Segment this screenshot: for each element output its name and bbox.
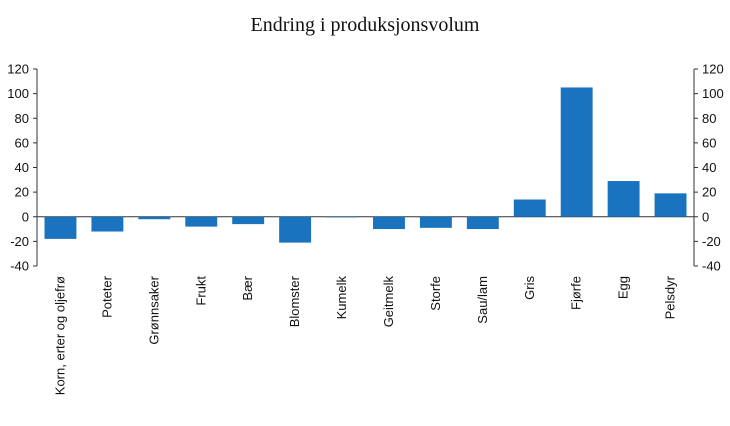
- bar: [466, 216, 499, 230]
- bar: [560, 87, 593, 217]
- left-y-axis: 120 100 80 60 40 20 0 -20 -40: [7, 62, 37, 274]
- bar: [185, 216, 218, 227]
- right-y-axis: 120 100 80 60 40 20 0 -20 -40: [694, 62, 724, 274]
- bar: [232, 216, 265, 225]
- right-tick-label: -40: [702, 259, 721, 274]
- bar: [44, 216, 77, 239]
- right-tick-label: 80: [702, 111, 716, 126]
- category-label: Storfe: [428, 276, 443, 311]
- right-tick-label: -20: [702, 234, 721, 249]
- category-label: Gris: [522, 276, 537, 300]
- category-label: Egg: [616, 276, 631, 299]
- left-tick-label: 100: [7, 86, 29, 101]
- left-tick-label: 0: [22, 209, 29, 224]
- left-tick-label: -40: [10, 259, 29, 274]
- chart-title: Endring i produksjonsvolum: [250, 14, 480, 36]
- category-label: Pelsdyr: [663, 275, 678, 319]
- right-tick-label: 60: [702, 135, 716, 150]
- bar: [279, 216, 312, 243]
- category-labels: Korn, erter og oljefrø Poteter Grønnsaker F…: [52, 275, 677, 395]
- category-label: Grønnsaker: [146, 275, 161, 344]
- category-label: Geitmelk: [381, 276, 396, 328]
- bar: [607, 181, 640, 217]
- bar: [326, 216, 358, 218]
- bar: [373, 216, 405, 230]
- bar: [138, 216, 171, 220]
- bar: [419, 216, 452, 228]
- category-label: Sau/lam: [475, 276, 490, 324]
- right-tick-label: 120: [702, 62, 724, 77]
- bar: [91, 216, 124, 232]
- left-tick-label: 60: [15, 135, 29, 150]
- category-label: Bær: [240, 275, 255, 300]
- category-label: Korn, erter og oljefrø: [52, 276, 67, 395]
- bar: [654, 193, 687, 217]
- category-label: Kumelk: [334, 276, 349, 320]
- right-tick-label: 0: [702, 209, 709, 224]
- right-tick-label: 40: [702, 160, 716, 175]
- bars: [44, 87, 687, 243]
- left-tick-label: 40: [15, 160, 29, 175]
- category-label: Poteter: [99, 275, 114, 318]
- left-tick-label: -20: [10, 234, 29, 249]
- left-tick-label: 80: [15, 111, 29, 126]
- right-tick-label: 20: [702, 185, 716, 200]
- category-label: Frukt: [193, 276, 208, 306]
- right-tick-label: 100: [702, 86, 724, 101]
- category-label: Blomster: [287, 275, 302, 327]
- left-tick-label: 20: [15, 185, 29, 200]
- axes: [36, 69, 695, 266]
- category-label: Fjørfe: [569, 276, 584, 310]
- bar: [513, 199, 546, 217]
- left-tick-label: 120: [7, 62, 29, 77]
